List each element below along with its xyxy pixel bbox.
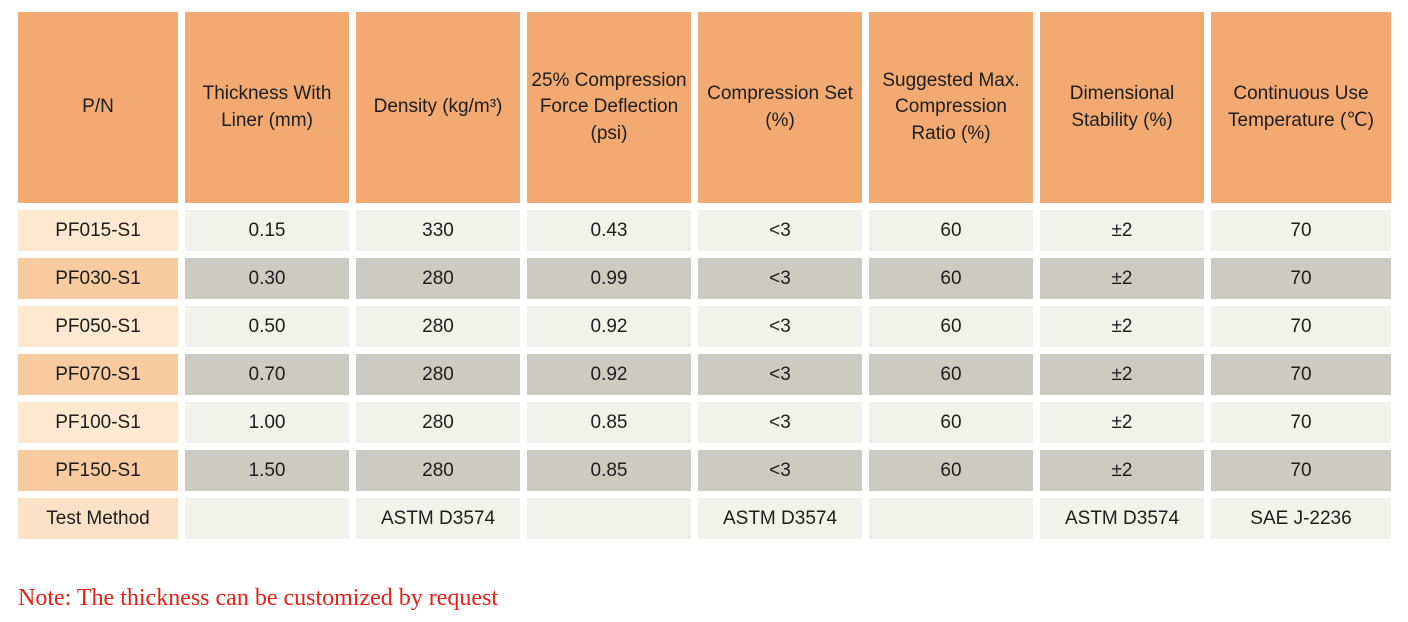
table-cell: 0.15 bbox=[185, 210, 349, 251]
table-cell: 60 bbox=[869, 258, 1033, 299]
spec-table: P/N Thickness With Liner (mm) Density (kg/… bbox=[11, 5, 1398, 546]
table-cell: 60 bbox=[869, 450, 1033, 491]
table-cell: 0.85 bbox=[527, 402, 691, 443]
table-cell: 0.92 bbox=[527, 354, 691, 395]
column-header: Dimensional Stability (%) bbox=[1040, 12, 1204, 203]
table-cell: 0.50 bbox=[185, 306, 349, 347]
table-cell: <3 bbox=[698, 210, 862, 251]
table-cell: 60 bbox=[869, 402, 1033, 443]
header-row: P/N Thickness With Liner (mm) Density (kg/… bbox=[18, 12, 1391, 203]
table-cell: ±2 bbox=[1040, 354, 1204, 395]
table-cell: 60 bbox=[869, 354, 1033, 395]
table-row: PF050-S1 0.50 280 0.92 <3 60 ±2 70 bbox=[18, 306, 1391, 347]
table-cell: 280 bbox=[356, 402, 520, 443]
table-cell: ASTM D3574 bbox=[698, 498, 862, 539]
table-cell: 60 bbox=[869, 306, 1033, 347]
table-cell: ±2 bbox=[1040, 450, 1204, 491]
table-cell bbox=[527, 498, 691, 539]
table-cell: 0.30 bbox=[185, 258, 349, 299]
table-cell: ±2 bbox=[1040, 306, 1204, 347]
table-cell: ±2 bbox=[1040, 258, 1204, 299]
table-cell: ASTM D3574 bbox=[356, 498, 520, 539]
pn-cell: PF150-S1 bbox=[18, 450, 178, 491]
table-cell: 70 bbox=[1211, 306, 1391, 347]
table-cell: 70 bbox=[1211, 354, 1391, 395]
table-row: Test Method ASTM D3574 ASTM D3574 ASTM D357… bbox=[18, 498, 1391, 539]
column-header: Density (kg/m³) bbox=[356, 12, 520, 203]
column-header: Continuous Use Temperature (℃) bbox=[1211, 12, 1391, 203]
pn-cell: PF100-S1 bbox=[18, 402, 178, 443]
table-cell bbox=[185, 498, 349, 539]
table-row: PF070-S1 0.70 280 0.92 <3 60 ±2 70 bbox=[18, 354, 1391, 395]
table-cell: 280 bbox=[356, 306, 520, 347]
table-cell: 0.70 bbox=[185, 354, 349, 395]
pn-cell: PF015-S1 bbox=[18, 210, 178, 251]
table-cell: ±2 bbox=[1040, 210, 1204, 251]
pn-cell: PF030-S1 bbox=[18, 258, 178, 299]
table-cell: 280 bbox=[356, 258, 520, 299]
column-header: Compression Set (%) bbox=[698, 12, 862, 203]
column-header: Thickness With Liner (mm) bbox=[185, 12, 349, 203]
table-cell: 60 bbox=[869, 210, 1033, 251]
table-cell: ±2 bbox=[1040, 402, 1204, 443]
table-cell: <3 bbox=[698, 354, 862, 395]
table-cell: 0.92 bbox=[527, 306, 691, 347]
table-cell: 0.85 bbox=[527, 450, 691, 491]
table-cell: 70 bbox=[1211, 258, 1391, 299]
column-header: Suggested Max. Compression Ratio (%) bbox=[869, 12, 1033, 203]
table-cell: SAE J-2236 bbox=[1211, 498, 1391, 539]
table-cell: <3 bbox=[698, 258, 862, 299]
pn-cell: Test Method bbox=[18, 498, 178, 539]
table-cell: ASTM D3574 bbox=[1040, 498, 1204, 539]
table-cell: <3 bbox=[698, 450, 862, 491]
table-row: PF030-S1 0.30 280 0.99 <3 60 ±2 70 bbox=[18, 258, 1391, 299]
table-cell: 70 bbox=[1211, 210, 1391, 251]
table-cell: 1.00 bbox=[185, 402, 349, 443]
table-cell: 330 bbox=[356, 210, 520, 251]
table-cell: 70 bbox=[1211, 402, 1391, 443]
table-cell: 0.99 bbox=[527, 258, 691, 299]
table-cell: 70 bbox=[1211, 450, 1391, 491]
table-row: PF150-S1 1.50 280 0.85 <3 60 ±2 70 bbox=[18, 450, 1391, 491]
table-row: PF100-S1 1.00 280 0.85 <3 60 ±2 70 bbox=[18, 402, 1391, 443]
table-cell bbox=[869, 498, 1033, 539]
table-row: PF015-S1 0.15 330 0.43 <3 60 ±2 70 bbox=[18, 210, 1391, 251]
column-header: 25% Compression Force Deflection (psi) bbox=[527, 12, 691, 203]
table-cell: <3 bbox=[698, 402, 862, 443]
pn-cell: PF050-S1 bbox=[18, 306, 178, 347]
note-text: Note: The thickness can be customized by… bbox=[18, 585, 499, 611]
table-cell: 280 bbox=[356, 354, 520, 395]
table-cell: 0.43 bbox=[527, 210, 691, 251]
table-cell: 1.50 bbox=[185, 450, 349, 491]
table-cell: 280 bbox=[356, 450, 520, 491]
column-header: P/N bbox=[18, 12, 178, 203]
pn-cell: PF070-S1 bbox=[18, 354, 178, 395]
table-cell: <3 bbox=[698, 306, 862, 347]
